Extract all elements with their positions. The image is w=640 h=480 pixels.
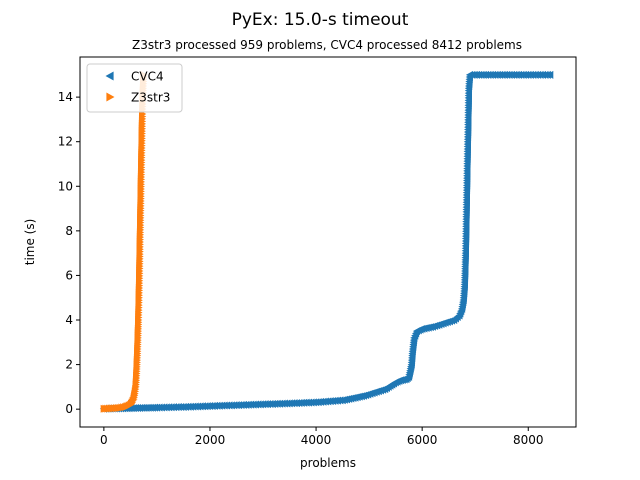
- legend-label-cvc4: CVC4: [131, 70, 164, 84]
- y-tick-label: 8: [65, 224, 73, 238]
- y-tick-label: 10: [58, 179, 73, 193]
- y-tick-label: 12: [58, 135, 73, 149]
- y-tick-label: 0: [65, 402, 73, 416]
- legend-label-z3str3: Z3str3: [131, 91, 170, 105]
- x-axis-label: problems: [300, 456, 356, 470]
- y-axis-label: time (s): [23, 219, 37, 266]
- chart-title: PyEx: 15.0-s timeout: [232, 10, 409, 30]
- y-axis: 0 2 4 6 8 10 12 14: [58, 90, 80, 416]
- x-tick-label: 0: [100, 433, 108, 447]
- plot-area: [99, 70, 554, 413]
- x-tick-label: 6000: [407, 433, 438, 447]
- axes-frame: [79, 56, 577, 428]
- data-point: [546, 70, 554, 79]
- y-tick-label: 2: [65, 358, 73, 372]
- series-z3str3: [100, 70, 148, 413]
- legend: CVC4 Z3str3: [86, 63, 183, 113]
- y-tick-label: 14: [58, 90, 73, 104]
- series-cvc4: [99, 70, 554, 413]
- y-tick-label: 6: [65, 268, 73, 282]
- legend-marker-cvc4: [105, 71, 114, 81]
- x-tick-label: 4000: [301, 433, 332, 447]
- x-tick-label: 8000: [513, 433, 544, 447]
- y-tick-label: 4: [65, 313, 73, 327]
- x-axis: 0 2000 4000 6000 8000: [100, 427, 544, 447]
- legend-marker-z3str3: [106, 92, 115, 102]
- chart-subtitle: Z3str3 processed 959 problems, CVC4 proc…: [132, 38, 522, 52]
- x-tick-label: 2000: [195, 433, 226, 447]
